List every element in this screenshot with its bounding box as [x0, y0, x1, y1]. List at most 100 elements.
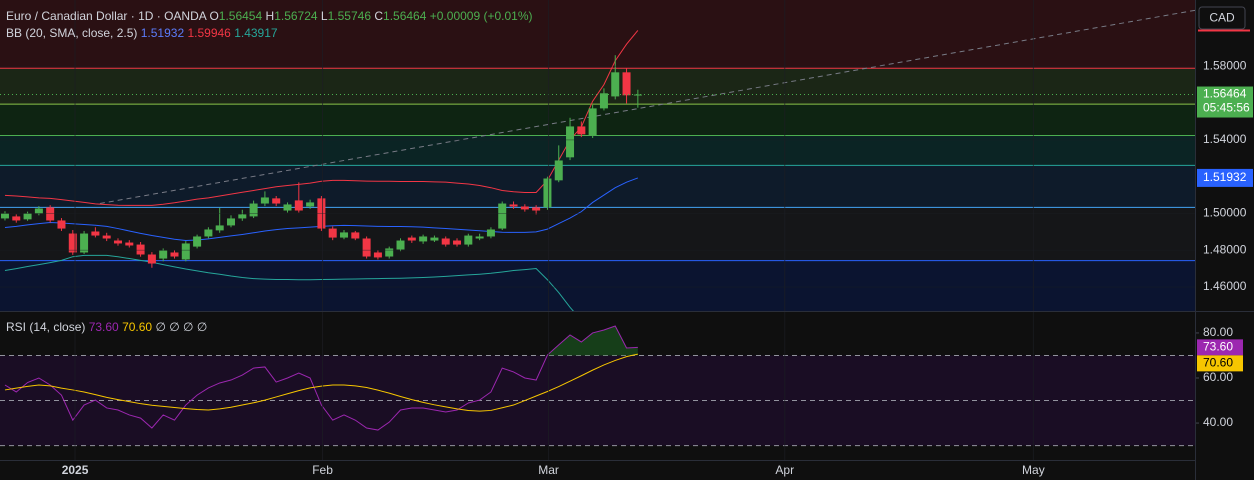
- x-tick-label: May: [1022, 463, 1045, 477]
- candle-body: [91, 231, 100, 236]
- x-tick-label: Apr: [775, 463, 794, 477]
- candle-body: [57, 220, 66, 229]
- candle-body: [351, 232, 360, 239]
- basis-tag: [1197, 168, 1253, 187]
- candle-body: [317, 198, 326, 229]
- candle-body: [193, 236, 202, 247]
- zone: [0, 260, 1195, 311]
- main-pane: [0, 0, 1195, 311]
- candle-body: [385, 248, 394, 257]
- y-tick-label: 1.54000: [1203, 132, 1247, 146]
- y-tick-label: 1.48000: [1203, 242, 1247, 256]
- candle-body: [362, 238, 371, 257]
- candle-body: [272, 198, 281, 204]
- candle-body: [159, 250, 168, 259]
- candle-body: [441, 238, 450, 245]
- candle-body: [238, 214, 247, 219]
- candle-body: [566, 126, 575, 158]
- zone: [0, 207, 1195, 261]
- candle-body: [306, 202, 315, 207]
- close-value: 1.56464: [383, 9, 427, 23]
- overbought-fill: [4, 325, 638, 356]
- candle-body: [475, 236, 484, 239]
- bb-line: [4, 254, 574, 311]
- rsi-pane: [0, 325, 1195, 447]
- rsi-legend: RSI (14, close) 73.60 70.60 ∅ ∅ ∅ ∅: [6, 320, 207, 334]
- last-price-label: 1.56464: [1203, 87, 1247, 101]
- candle-body: [419, 236, 428, 242]
- candle-body: [430, 237, 439, 241]
- countdown-label: 05:45:56: [1203, 101, 1250, 115]
- candle-body: [204, 229, 213, 237]
- candle-body: [12, 216, 21, 221]
- x-tick-label: Feb: [312, 463, 333, 477]
- candle-body: [102, 235, 111, 239]
- candle-body: [170, 252, 179, 257]
- candle-body: [226, 218, 235, 226]
- candle-body: [577, 126, 586, 135]
- candle-body: [283, 204, 292, 211]
- candle-body: [23, 213, 32, 220]
- candle-body: [532, 207, 541, 211]
- zone: [0, 68, 1195, 105]
- candle-body: [181, 243, 190, 260]
- bb-title: BB (20, SMA, close, 2.5): [6, 26, 138, 40]
- rsi-line: [4, 325, 638, 431]
- y-tick-label: 40.00: [1203, 415, 1233, 429]
- candle-body: [340, 232, 349, 238]
- x-tick-label: Mar: [538, 463, 559, 477]
- bb-upper: 1.59946: [187, 26, 231, 40]
- bb-legend: BB (20, SMA, close, 2.5) 1.51932 1.59946…: [6, 26, 278, 40]
- candle-body: [509, 204, 518, 207]
- rsi-tag-label: 73.60: [1203, 340, 1233, 354]
- low-key: L: [320, 9, 328, 23]
- candle-body: [328, 228, 337, 238]
- candle-body: [215, 225, 224, 231]
- candle-body: [46, 207, 55, 221]
- candle-body: [622, 72, 631, 96]
- symbol-legend: Euro / Canadian Dollar · 1D · OANDA O 1.5…: [6, 9, 533, 23]
- rsi-tag-label: 70.60: [1203, 356, 1233, 370]
- bb-lower: 1.43917: [234, 26, 278, 40]
- candle-body: [396, 240, 405, 250]
- rsi-line: [4, 353, 638, 412]
- low-value: 1.55746: [327, 9, 371, 23]
- candle-body: [554, 160, 563, 181]
- symbol: Euro / Canadian Dollar · 1D · OANDA: [6, 9, 207, 23]
- candle-body: [498, 203, 507, 229]
- zone: [0, 165, 1195, 208]
- basis-label: 1.51932: [1203, 170, 1247, 184]
- zone: [0, 0, 1195, 69]
- rsi-ma-value: 70.60: [122, 320, 153, 334]
- candle-body: [113, 240, 122, 244]
- zone: [0, 135, 1195, 166]
- y-tick-label: 60.00: [1203, 370, 1233, 384]
- open-key: O: [209, 9, 219, 23]
- currency: CAD: [1209, 11, 1235, 25]
- bb-basis: 1.51932: [140, 26, 185, 40]
- candle-body: [464, 235, 473, 245]
- candle-body: [407, 237, 416, 241]
- y-tick-label: 1.50000: [1203, 206, 1247, 220]
- currency-box[interactable]: [1198, 6, 1246, 30]
- high-key: H: [265, 9, 275, 23]
- last-price-tag: [1197, 86, 1253, 118]
- candle-body: [453, 240, 462, 245]
- candle-body: [80, 233, 89, 253]
- candle-body: [486, 229, 495, 237]
- candle-body: [520, 206, 529, 210]
- x-tick-label: 2025: [62, 463, 89, 477]
- high-value: 1.56724: [274, 9, 318, 23]
- candle-body: [34, 208, 43, 214]
- y-tick-label: 1.46000: [1203, 279, 1247, 293]
- candle-body: [125, 242, 134, 246]
- rsi-tag: [1197, 355, 1243, 372]
- change: +0.00009 (+0.01%): [429, 9, 533, 23]
- y-tick-label: 1.58000: [1203, 58, 1247, 72]
- candle-body: [543, 178, 552, 208]
- rsi-tag: [1197, 339, 1243, 356]
- bb-line: [4, 30, 639, 206]
